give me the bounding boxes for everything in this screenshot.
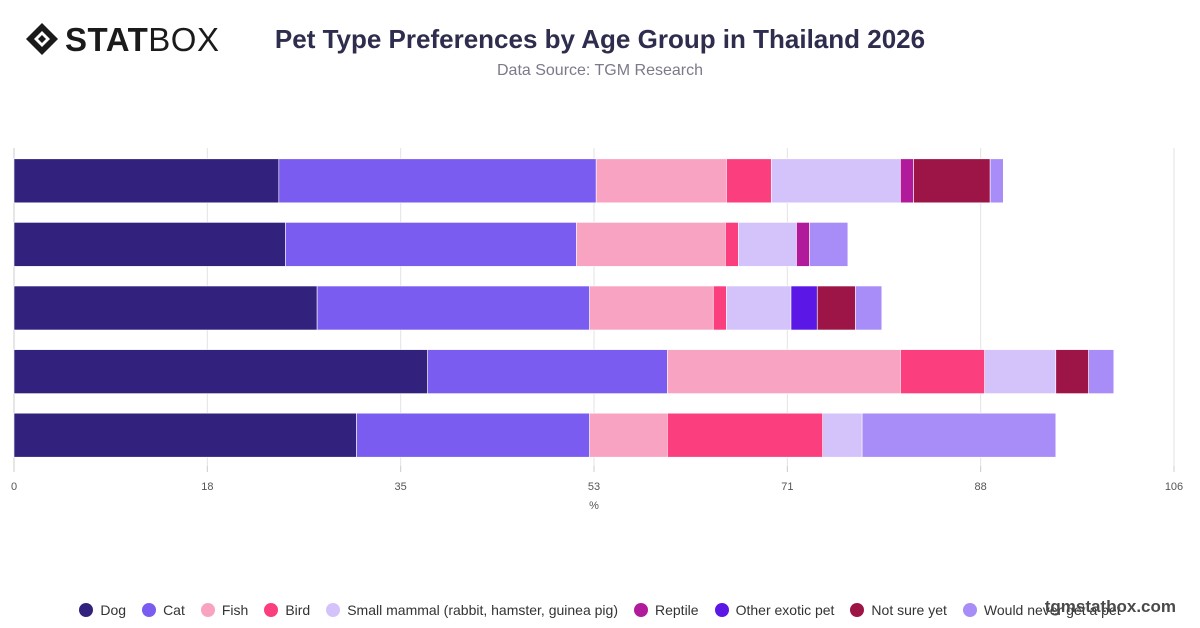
bar-segment — [726, 158, 772, 204]
bar-segment — [595, 158, 727, 204]
legend-swatch — [634, 603, 648, 617]
bar-segment — [816, 285, 856, 331]
x-tick-label: 88 — [975, 481, 987, 493]
bar-segment — [822, 412, 863, 458]
bar-segment — [989, 158, 1004, 204]
bar-segment — [900, 349, 985, 394]
chart-subtitle: Data Source: TGM Research — [496, 62, 703, 79]
legend-item[interactable]: Dog — [79, 602, 126, 618]
x-tick-label: 71 — [781, 481, 793, 493]
bar-segment — [278, 158, 597, 204]
bar-segment — [796, 222, 810, 267]
legend-item[interactable]: Bird — [264, 602, 310, 618]
x-tick-label: 106 — [1165, 481, 1183, 493]
legend-swatch — [850, 603, 865, 617]
legend-item[interactable]: Other exotic pet — [714, 602, 835, 618]
legend-item[interactable]: Cat — [142, 602, 185, 618]
bar-segment — [427, 349, 668, 394]
legend-swatch — [326, 603, 341, 617]
bar-segment — [809, 222, 849, 267]
bar-segment — [589, 412, 668, 458]
legend-label: Reptile — [655, 602, 699, 618]
bar-segment — [356, 412, 590, 458]
bar-segment — [589, 285, 714, 331]
bar-segment — [13, 158, 280, 204]
bar-segment — [913, 158, 991, 204]
legend-label: Other exotic pet — [735, 602, 835, 618]
bar-segment — [576, 222, 726, 267]
x-tick-label: 18 — [201, 481, 213, 493]
bar-segment — [725, 222, 739, 267]
bar-segment — [790, 285, 818, 331]
legend-item[interactable]: Reptile — [634, 602, 699, 618]
bar-segment — [1055, 349, 1089, 394]
x-tick-label: 0 — [11, 481, 17, 493]
bar-segment — [13, 349, 428, 394]
legend-item[interactable]: Small mammal (rabbit, hamster, guinea pi… — [326, 602, 618, 618]
x-tick-label: 53 — [588, 481, 600, 493]
bar-segment — [712, 285, 727, 331]
legend-label: Not sure yet — [871, 602, 947, 618]
watermark: tgmstatbox.com — [1044, 597, 1176, 616]
chart-legend: Dog Cat Fish Bird Small mammal (rabbit, hams… — [0, 602, 1200, 618]
legend-item[interactable]: Would never get a pet — [962, 602, 1121, 618]
x-tick-label: 35 — [395, 481, 407, 493]
bar-segment — [13, 222, 286, 267]
legend-swatch — [264, 603, 279, 617]
x-axis-label: % — [589, 500, 599, 512]
legend-item[interactable]: Fish — [200, 602, 249, 618]
legend-swatch — [714, 603, 729, 617]
legend-label: Cat — [163, 602, 185, 618]
legend-swatch — [79, 603, 94, 617]
legend-label: Dog — [100, 602, 127, 618]
bar-segment — [13, 412, 357, 458]
legend-label: Small mammal (rabbit, hamster, guinea pi… — [347, 602, 618, 618]
stacked-bar-chart: 0 18 35 53 71 88 106% — [11, 148, 1183, 512]
bar-segment — [285, 222, 577, 267]
legend-item[interactable]: Not sure yet — [850, 602, 947, 618]
bar-segment — [900, 158, 914, 204]
bar-segment — [861, 412, 1057, 458]
legend-label: Would never get a pet — [983, 602, 1121, 618]
bar-segment — [770, 158, 901, 204]
legend-label: Bird — [285, 602, 311, 618]
bar-segment — [855, 285, 883, 331]
chart-title: Pet Type Preferences by Age Group in Tha… — [274, 24, 926, 54]
brand-name: STATBOX — [65, 20, 220, 58]
bar-segment — [738, 222, 797, 267]
bar-segment — [13, 285, 318, 331]
legend-swatch — [200, 603, 215, 617]
brand-logo: STATBOX — [25, 22, 219, 56]
bar-segment — [984, 349, 1057, 394]
legend-swatch — [142, 603, 157, 617]
legend-label: Fish — [221, 602, 249, 618]
bar-segment — [1088, 349, 1115, 394]
legend-swatch — [962, 603, 977, 617]
bar-segment — [667, 349, 901, 394]
bar-segment — [667, 412, 824, 458]
bar-segment — [726, 285, 792, 331]
bar-segment — [316, 285, 590, 331]
statbox-logo-icon — [26, 23, 58, 55]
